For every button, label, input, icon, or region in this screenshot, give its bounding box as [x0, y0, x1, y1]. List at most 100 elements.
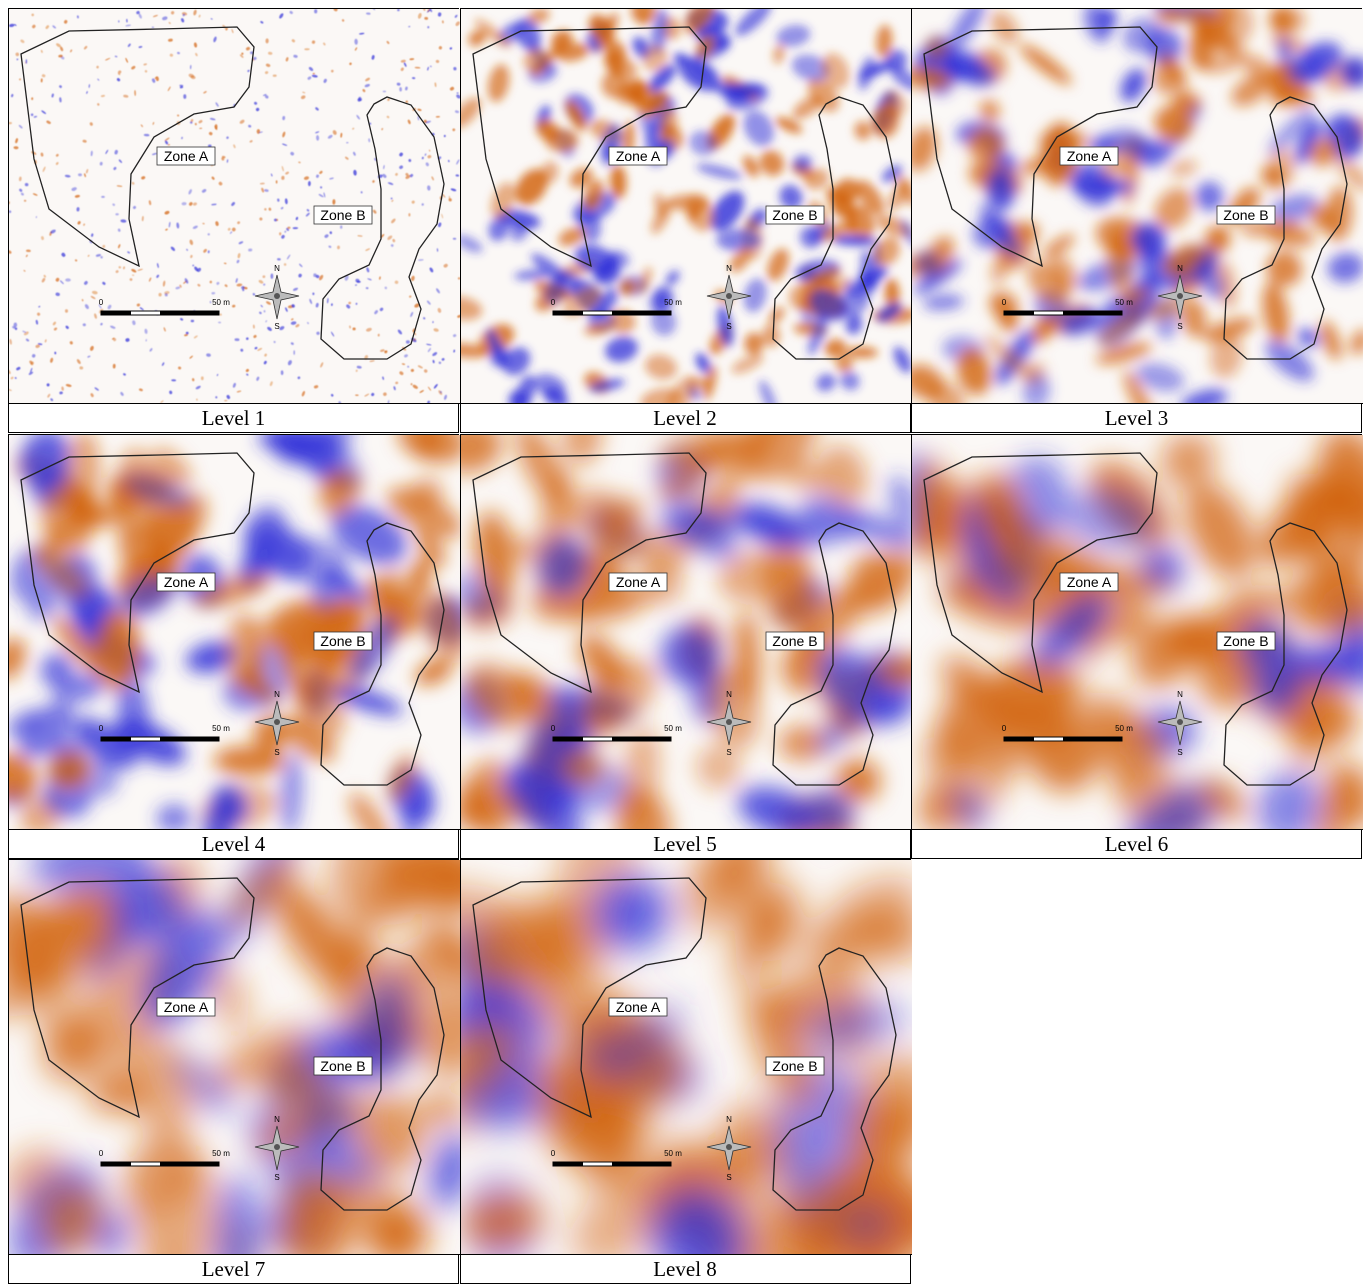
compass-center — [726, 719, 732, 725]
compass-south: S — [726, 748, 731, 757]
scale-bar-segment — [160, 311, 219, 315]
compass-center — [274, 1144, 280, 1150]
scale-end: 50 m — [1115, 724, 1133, 733]
compass-center — [1177, 719, 1183, 725]
scale-end: 50 m — [664, 724, 682, 733]
compass-center — [726, 1144, 732, 1150]
scale-bar-segment — [101, 1162, 131, 1166]
scale-bar-segment — [1063, 311, 1122, 315]
scale-start: 0 — [99, 298, 104, 307]
scale-end: 50 m — [1115, 298, 1133, 307]
map-panel: Zone AZone B050 mNSLevel 4 — [8, 434, 459, 859]
zone-b-label: Zone B — [772, 633, 817, 649]
map-panel: Zone A Zone B 0 50 m N S Level 1 — [8, 8, 459, 433]
texture-blob — [276, 180, 278, 183]
compass-north: N — [274, 690, 280, 699]
zone-b-label: Zone B — [772, 207, 817, 223]
scale-end: 50 m — [664, 298, 682, 307]
scale-end: 50 m — [212, 298, 230, 307]
compass-center — [274, 719, 280, 725]
map: Zone AZone B050 mNS — [461, 9, 912, 404]
scale-start: 0 — [550, 298, 555, 307]
zone-a-label: Zone A — [164, 999, 209, 1015]
zone-b-label: Zone B — [1223, 207, 1268, 223]
map-panel: Zone A Zone B 0 50 m N S Level 8 — [460, 859, 911, 1284]
map: Zone A Zone B 0 50 m N S — [9, 860, 460, 1255]
scale-bar-segment — [101, 311, 131, 315]
texture-blob — [383, 91, 386, 92]
scale-start: 0 — [99, 724, 104, 733]
scale-bar-segment — [101, 737, 131, 741]
map-panel: Zone AZone B050 mNSLevel 2 — [460, 8, 911, 433]
scale-bar-segment — [612, 311, 671, 315]
texture-blob — [1269, 86, 1315, 108]
scale-bar-segment — [553, 1162, 583, 1166]
compass-north: N — [1177, 690, 1183, 699]
scale-start: 0 — [1002, 298, 1007, 307]
zone-a-label: Zone A — [615, 574, 660, 590]
texture-blob — [346, 142, 348, 143]
compass-south: S — [274, 1173, 279, 1182]
zone-a-label: Zone A — [164, 574, 209, 590]
map: Zone A Zone B 0 50 m N S — [461, 435, 912, 830]
compass-north: N — [726, 1115, 732, 1124]
texture-blob — [168, 144, 171, 145]
zone-a-label: Zone A — [1067, 148, 1112, 164]
map-panel: Zone A Zone B 0 50 m N S Level 7 — [8, 859, 459, 1284]
compass-south: S — [1177, 748, 1182, 757]
compass-south: S — [274, 322, 279, 331]
texture-blob — [191, 320, 194, 322]
scale-bar-segment — [1004, 311, 1034, 315]
panel-caption: Level 8 — [461, 1255, 910, 1284]
map: Zone A Zone B 0 50 m N S — [461, 860, 912, 1255]
scale-start: 0 — [99, 1149, 104, 1158]
scale-bar-segment — [612, 737, 671, 741]
scale-bar-segment — [160, 1162, 219, 1166]
compass-south: S — [726, 322, 731, 331]
compass-center — [274, 293, 280, 299]
map: Zone AZone B050 mNS — [9, 435, 460, 830]
panel-caption: Level 2 — [461, 404, 910, 433]
compass-south: S — [274, 748, 279, 757]
map-background — [9, 9, 460, 403]
compass-north: N — [726, 690, 732, 699]
map-panel: Zone AZone B050 mNSLevel 3 — [911, 8, 1362, 433]
zone-b-label: Zone B — [320, 207, 365, 223]
compass-center — [1177, 293, 1183, 299]
zone-a-label: Zone A — [615, 148, 660, 164]
scale-start: 0 — [550, 724, 555, 733]
compass-south: S — [726, 1173, 731, 1182]
texture-blob — [716, 229, 761, 251]
zone-a-label: Zone A — [164, 148, 209, 164]
zone-b-label: Zone B — [320, 633, 365, 649]
compass-north: N — [274, 1115, 280, 1124]
scale-bar-segment — [160, 737, 219, 741]
map-panel: Zone AZone B050 mNSLevel 6 — [911, 434, 1362, 859]
scale-end: 50 m — [212, 1149, 230, 1158]
texture-blob — [271, 273, 274, 279]
texture — [9, 860, 460, 1255]
zone-a-label: Zone A — [615, 999, 660, 1015]
panel-caption: Level 1 — [9, 404, 458, 433]
scale-end: 50 m — [664, 1149, 682, 1158]
panel-caption: Level 3 — [912, 404, 1361, 433]
page: Zone A Zone B 0 50 m N S Level 1 Zone A Zone B 0 5… — [0, 0, 1366, 1284]
scale-bar-segment — [1063, 737, 1122, 741]
zone-b-label: Zone B — [320, 1058, 365, 1074]
scale-bar-segment — [553, 311, 583, 315]
compass-center — [726, 293, 732, 299]
compass-north: N — [1177, 264, 1183, 273]
map: Zone AZone B050 mNS — [912, 435, 1363, 830]
scale-bar-segment — [612, 1162, 671, 1166]
panel-caption: Level 5 — [461, 830, 910, 859]
zone-b-label: Zone B — [772, 1058, 817, 1074]
texture-blob — [293, 350, 295, 355]
map: Zone A Zone B 0 50 m N S — [9, 9, 460, 404]
texture-blob — [408, 213, 410, 216]
compass-north: N — [274, 264, 280, 273]
scale-start: 0 — [550, 1149, 555, 1158]
map-panel: Zone A Zone B 0 50 m N S Level 5 — [460, 434, 911, 859]
panel-caption: Level 6 — [912, 830, 1361, 859]
panel-caption: Level 7 — [9, 1255, 458, 1284]
